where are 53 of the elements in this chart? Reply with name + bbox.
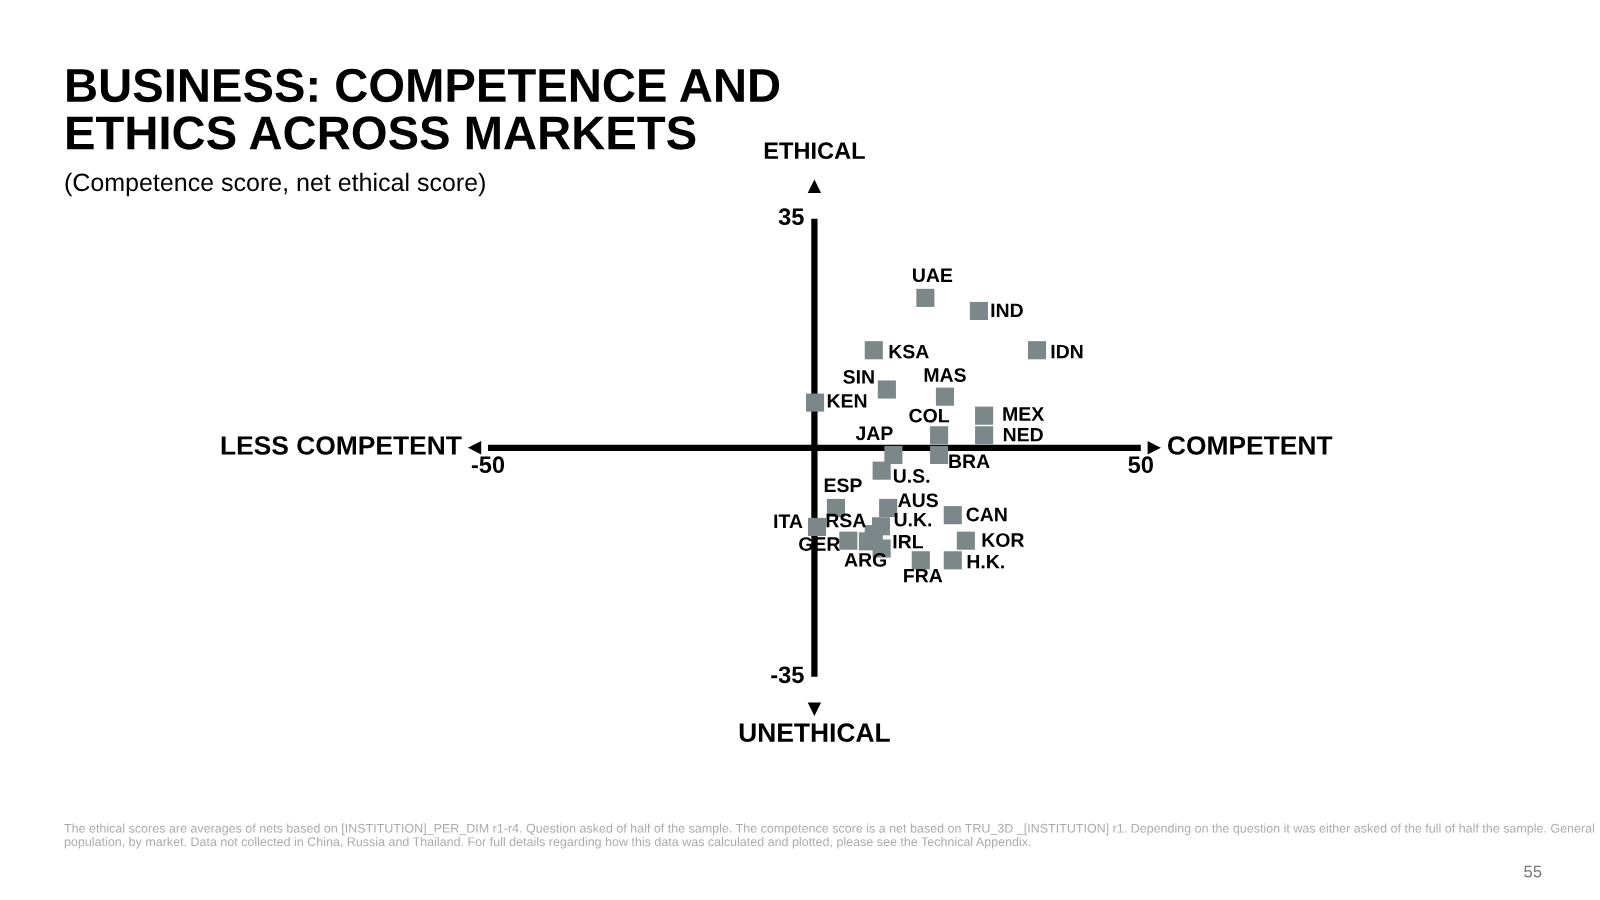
point (877, 380, 896, 399)
annotation: KOR (982, 533, 1025, 547)
point (943, 506, 962, 525)
annotation: JAP (855, 426, 893, 441)
annotation: U.S. (893, 469, 930, 483)
x-tick-label: -50 (471, 456, 505, 474)
point (975, 406, 994, 425)
y-tick-label: 35 (778, 208, 804, 226)
annotation: RSA (826, 513, 866, 528)
annotation: H.K. (967, 554, 1004, 569)
point (930, 426, 949, 445)
annotation: CAN (966, 507, 1007, 522)
annotation: NED (1003, 427, 1043, 442)
x-axis-title: COMPETENT (1168, 436, 1333, 455)
x-tick-label: 50 (1128, 456, 1153, 474)
point (1027, 341, 1047, 360)
y-tick-label: -35 (771, 666, 804, 684)
point (884, 445, 903, 464)
annotation: FRA (904, 568, 943, 583)
point (935, 387, 955, 406)
annotation: KEN (827, 394, 867, 408)
point (911, 551, 930, 570)
text: UNETHICAL (739, 723, 890, 742)
point (807, 517, 827, 536)
annotation: U.K. (894, 512, 932, 527)
annotation: UAE (913, 268, 953, 283)
annotation: KSA (889, 344, 929, 359)
annotation: AUS (898, 493, 938, 508)
point (975, 426, 994, 445)
point (943, 551, 962, 570)
point (916, 288, 935, 307)
annotation: IND (991, 303, 1023, 317)
point (864, 341, 883, 360)
point (839, 531, 858, 550)
point (872, 461, 891, 480)
annotation: ESP (824, 478, 862, 493)
annotation: MAS (924, 368, 966, 382)
point (969, 301, 988, 321)
annotation: BRA (949, 454, 990, 468)
text: The ethical scores are averages of nets based on [INSTITUTION]_PER_DIM r1-r4. Question asked of half of the sample. The competence score is a net based on TRU_3D _[INSTITUTION] r1. Depending on the question it was either asked of the full of half the sample. General population, by market. Data not collected in China, Russia and Thailand. For full details regarding how this data was calculated and plotted, please see the Technical Appendix. (64, 823, 1595, 849)
annotation: ITA (774, 514, 803, 528)
text: (Competence score, net ethical score) (65, 172, 485, 197)
annotation: MEX (1003, 407, 1045, 421)
point (806, 393, 825, 412)
text: 55 (1524, 865, 1542, 878)
annotation: IDN (1051, 344, 1083, 359)
annotation: ARG (844, 552, 887, 567)
annotation: COL (909, 408, 950, 423)
annotation: IRL (893, 534, 923, 549)
point (956, 531, 975, 550)
text: LESS COMPETENT (221, 436, 462, 455)
point (930, 445, 949, 464)
annotation: SIN (843, 369, 874, 384)
